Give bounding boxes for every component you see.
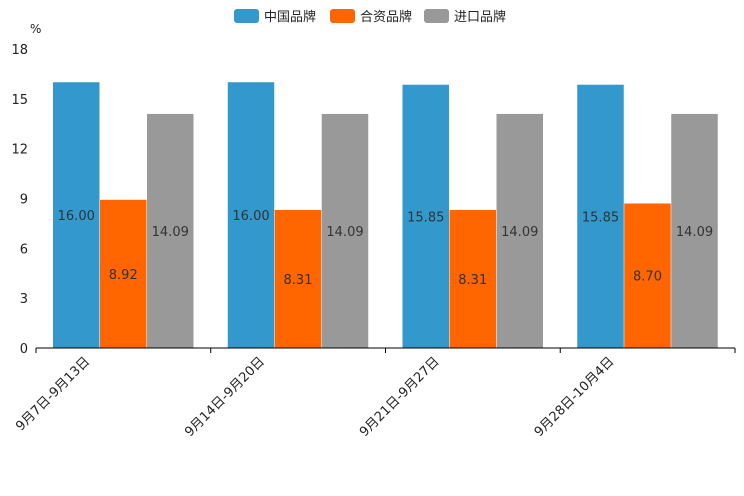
bar (624, 203, 671, 348)
data-label: 14.09 (676, 225, 713, 240)
y-axis-unit: % (30, 22, 41, 36)
y-tick-label: 18 (11, 43, 28, 58)
data-label: 15.85 (407, 210, 444, 225)
bar (449, 209, 496, 348)
y-tick-label: 12 (11, 143, 28, 158)
legend: 中国品牌 合资品牌 进口品牌 (234, 9, 506, 25)
x-tick-label: 9月28日-10月4日 (532, 354, 618, 440)
legend-item[interactable]: 进口品牌 (424, 9, 506, 25)
legend-item[interactable]: 中国品牌 (234, 9, 316, 25)
data-label: 14.09 (152, 225, 189, 240)
bar (147, 113, 194, 348)
data-label: 16.00 (58, 209, 95, 224)
bar (227, 82, 275, 348)
data-label: 14.09 (501, 225, 538, 240)
bar (321, 113, 369, 348)
y-tick-label: 6 (20, 242, 28, 257)
bar (53, 82, 100, 348)
bar (671, 113, 718, 348)
y-tick-label: 0 (20, 342, 28, 357)
bar (100, 199, 147, 348)
y-tick-label: 3 (20, 292, 28, 307)
legend-label: 中国品牌 (264, 9, 316, 25)
legend-swatch (330, 9, 355, 23)
bars: 16.00 8.92 14.09 16.00 8.31 14.09 15.85 8.31 14.… (53, 82, 718, 348)
legend-swatch (424, 9, 449, 23)
bar (402, 84, 449, 348)
legend-label: 进口品牌 (454, 9, 506, 25)
legend-item[interactable]: 合资品牌 (330, 9, 412, 25)
y-tick-label: 9 (20, 193, 28, 208)
data-label: 16.00 (232, 209, 269, 224)
x-tick-label: 9月21日-9月27日 (357, 354, 443, 440)
data-label: 15.85 (582, 210, 619, 225)
legend-swatch (234, 9, 259, 23)
data-label: 8.70 (633, 270, 662, 285)
data-label: 14.09 (326, 225, 363, 240)
bar (577, 84, 624, 348)
data-label: 8.31 (458, 273, 487, 288)
bar (496, 113, 543, 348)
x-axis: 9月7日-9月13日 9月14日-9月20日 9月21日-9月27日 9月28日-10… (13, 347, 736, 440)
legend-label: 合资品牌 (360, 9, 412, 25)
x-tick-label: 9月14日-9月20日 (182, 354, 268, 440)
y-tick-label: 15 (11, 93, 28, 108)
x-tick-label: 9月7日-9月13日 (13, 354, 93, 434)
y-axis: 0 3 6 9 12 15 18 (11, 43, 28, 357)
data-label: 8.92 (109, 268, 138, 283)
bar (274, 209, 322, 348)
data-label: 8.31 (284, 273, 313, 288)
